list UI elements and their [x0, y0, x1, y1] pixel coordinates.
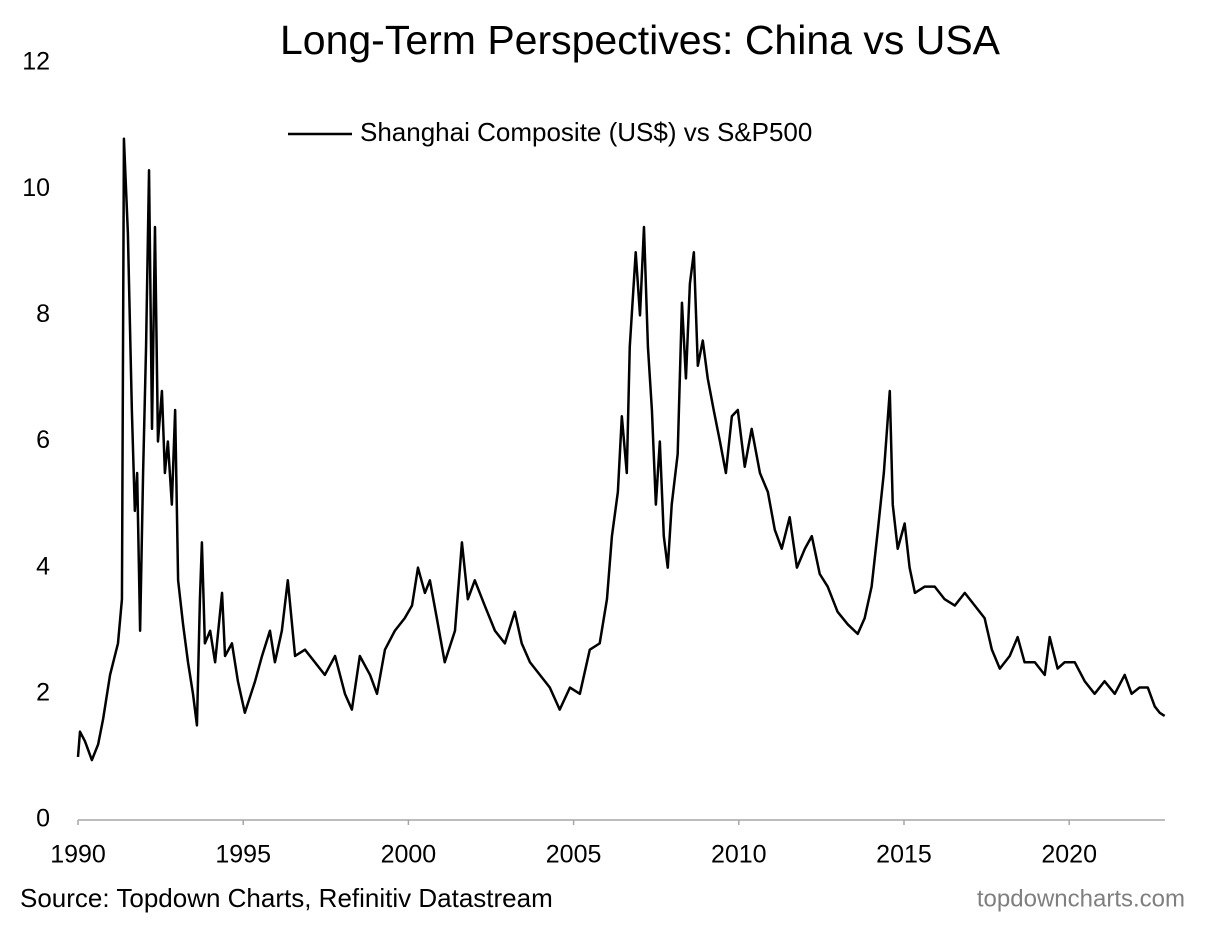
y-tick-label: 8 — [36, 300, 50, 328]
y-tick-label: 6 — [36, 426, 50, 454]
x-tick-label: 2020 — [1041, 841, 1097, 869]
x-tick-label: 2000 — [381, 841, 437, 869]
chart-title: Long-Term Perspectives: China vs USA — [280, 17, 1001, 63]
y-tick-label: 2 — [36, 678, 50, 706]
y-tick-label: 10 — [22, 174, 50, 202]
y-tick-label: 4 — [36, 552, 50, 580]
source-note: Source: Topdown Charts, Refinitiv Datast… — [20, 883, 553, 913]
watermark: topdowncharts.com — [977, 885, 1185, 912]
y-tick-label: 12 — [22, 48, 50, 76]
legend-label: Shanghai Composite (US$) vs S&P500 — [360, 117, 812, 147]
x-tick-label: 1990 — [50, 841, 106, 869]
x-tick-label: 2005 — [546, 841, 602, 869]
series-line — [76, 137, 1166, 762]
x-tick-label: 1995 — [215, 841, 271, 869]
y-tick-label: 0 — [36, 805, 50, 833]
x-tick-label: 2015 — [876, 841, 932, 869]
x-tick-label: 2010 — [711, 841, 767, 869]
